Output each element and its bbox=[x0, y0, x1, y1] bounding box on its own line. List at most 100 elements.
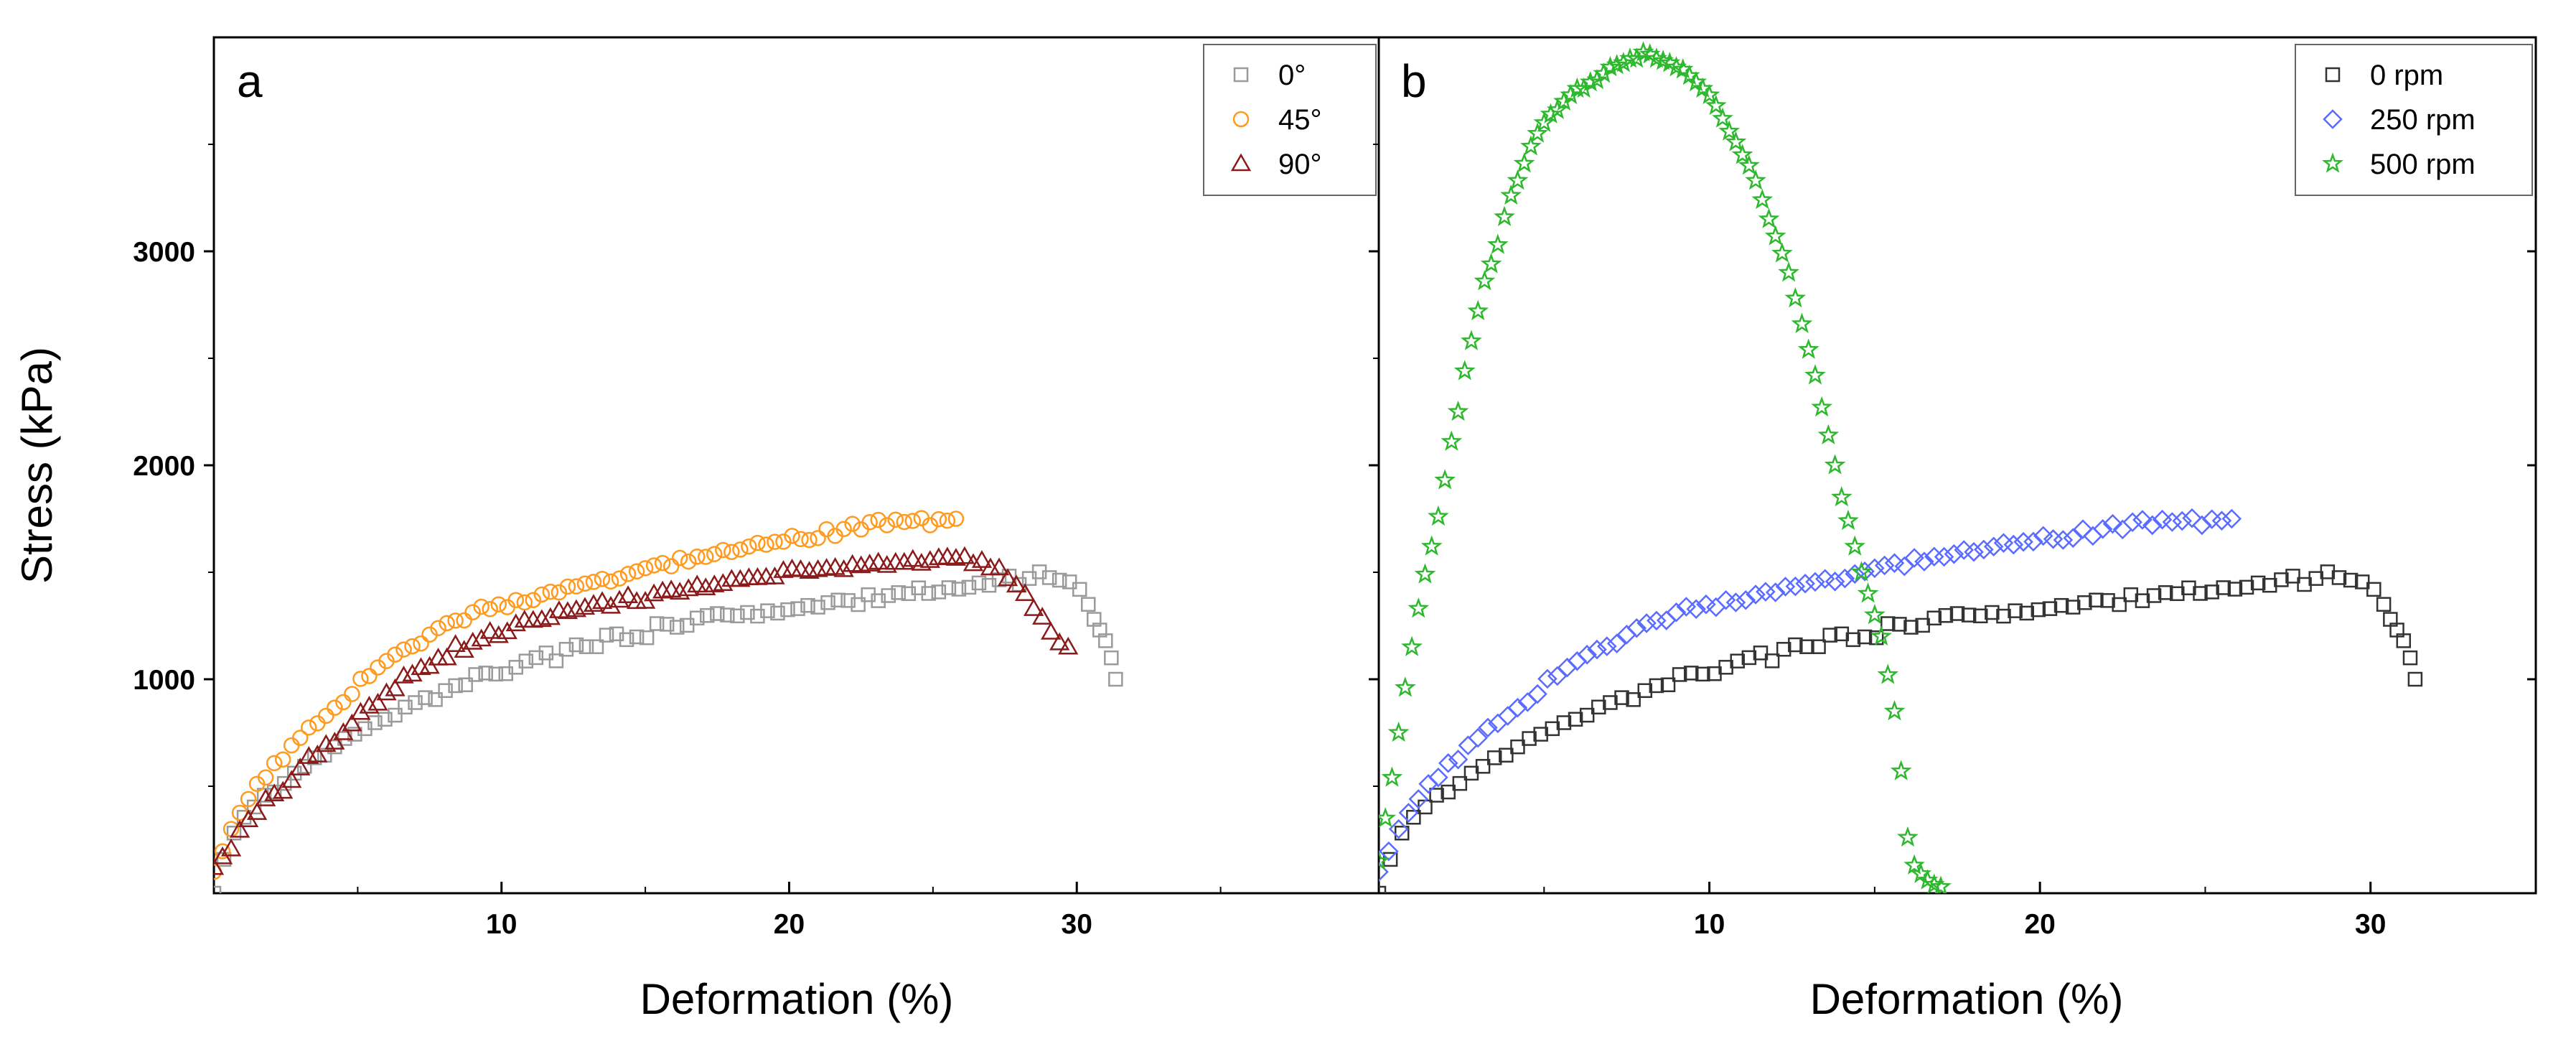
panel-b-data-point bbox=[1758, 208, 1780, 228]
panel-b-data-point bbox=[1811, 639, 1826, 654]
panel-b-data-point bbox=[1785, 576, 1806, 597]
panel-a-data-point bbox=[599, 628, 614, 643]
panel-b-data-point bbox=[1924, 546, 1944, 567]
panel-b-data-point bbox=[1985, 605, 2000, 620]
panel-a-data-point bbox=[236, 809, 252, 825]
panel-b-data-point bbox=[2065, 600, 2081, 615]
panel-a-data-point bbox=[1041, 621, 1062, 640]
panel-a-legend-marker bbox=[1230, 153, 1252, 172]
panel-b-data-point bbox=[1686, 599, 1706, 620]
panel-a-data-point bbox=[361, 668, 378, 684]
panel-a-data-point bbox=[870, 511, 886, 528]
panel-a-data-point bbox=[637, 560, 654, 577]
panel-b-legend: 0 rpm 250 rpm 500 rpm bbox=[2295, 44, 2533, 196]
panel-a-data-point bbox=[767, 533, 783, 550]
panel-b-data-point bbox=[1764, 225, 1786, 246]
panel-b-data-point bbox=[1448, 749, 1469, 770]
panel-a-data-point bbox=[871, 593, 886, 608]
panel-a-data-point bbox=[579, 639, 594, 654]
panel-b-data-point bbox=[1805, 572, 1825, 592]
panel-a-data-point bbox=[654, 554, 671, 572]
panel-b-data-point bbox=[1428, 768, 1448, 788]
panel-b-data-point bbox=[2146, 588, 2162, 603]
panel-a-data-point bbox=[557, 601, 579, 620]
panel-a-data-point bbox=[835, 521, 852, 538]
panel-b-data-point bbox=[1379, 849, 1390, 870]
panel-b-data-point bbox=[1672, 667, 1687, 682]
panel-a-data-point bbox=[921, 586, 937, 601]
panel-b-data-point bbox=[1649, 678, 1664, 694]
panel-a-data-point bbox=[591, 591, 613, 610]
panel-b-data-point bbox=[1791, 312, 1813, 333]
panel-a-data-point bbox=[919, 550, 940, 568]
panel-a-data-point bbox=[542, 583, 559, 600]
panel-b-data-point bbox=[1961, 607, 1977, 623]
panel-b-data-point bbox=[1863, 603, 1886, 625]
panel-a: a 10 20 30 1000 2000 3000 Deformation (%) 0° 4… bbox=[133, 36, 1380, 1023]
panel-a-data-point bbox=[861, 514, 878, 531]
panel-b-data-point bbox=[1510, 739, 1525, 755]
panel-b-data-point bbox=[1877, 663, 1899, 684]
panel-b-data-point bbox=[1804, 364, 1826, 385]
panel-b-data-point bbox=[1591, 699, 1606, 714]
panel-b-axes: 10 20 30 bbox=[1369, 144, 2537, 940]
panel-a-data-point bbox=[290, 758, 311, 775]
panel-a-data-point bbox=[810, 600, 825, 615]
panel-b-data-point bbox=[1379, 807, 1397, 828]
panel-b-data-point bbox=[1568, 712, 1583, 727]
panel-a-data-point bbox=[954, 546, 975, 564]
panel-b-data-point bbox=[1540, 103, 1562, 123]
panel-a-data-point bbox=[1014, 583, 1036, 602]
panel-a-data-point bbox=[1052, 572, 1067, 588]
panel-b-data-point bbox=[1765, 582, 1786, 602]
panel-b-data-point bbox=[1468, 727, 1488, 748]
panel-b-data-point bbox=[1438, 753, 1458, 773]
panel-a-legend-label: 90° bbox=[1278, 149, 1322, 180]
panel-b-data-point bbox=[1577, 644, 1597, 665]
panel-b-data-point bbox=[2063, 528, 2083, 549]
panel-b-data-point bbox=[1434, 469, 1456, 490]
panel-b-data-point bbox=[1452, 775, 1468, 791]
panel-b-data-point bbox=[2274, 572, 2289, 587]
panel-b-data-point bbox=[1974, 539, 1994, 560]
panel-a-data-point bbox=[226, 826, 242, 841]
panel-a-data-point bbox=[327, 699, 343, 716]
panel-a-data-point bbox=[710, 606, 725, 621]
panel-b-legend-label: 500 rpm bbox=[2370, 149, 2476, 180]
panel-b-data-point bbox=[1475, 759, 1491, 774]
panel-b-data-point bbox=[1441, 784, 1456, 800]
panel-b-legend-label: 250 rpm bbox=[2370, 104, 2476, 136]
panel-b-data-point bbox=[1797, 338, 1819, 359]
panel-a-data-point bbox=[775, 533, 792, 550]
panel-a-data-point bbox=[574, 597, 596, 615]
panel-b-data-point bbox=[1461, 330, 1482, 350]
panel-b-data-point bbox=[2053, 530, 2074, 550]
panel-a-data-point bbox=[780, 602, 795, 617]
panel-a-data-point bbox=[988, 557, 1010, 576]
panel-b-data-point bbox=[1718, 120, 1741, 141]
panel-b-data-point bbox=[1730, 653, 1745, 668]
panel-b-data-point bbox=[1788, 637, 1803, 653]
panel-a-x-tick-label: 10 bbox=[486, 909, 517, 940]
panel-a-data-point bbox=[896, 513, 913, 531]
panel-b-data-point bbox=[2239, 579, 2254, 595]
panel-a-data-point bbox=[661, 579, 682, 597]
panel-a-data-point bbox=[790, 601, 805, 616]
panel-a-data-point bbox=[393, 666, 414, 684]
panel-b-data-point bbox=[1731, 144, 1753, 164]
panel-b-data-point bbox=[1546, 98, 1568, 119]
panel-b-letter: b bbox=[1401, 55, 1427, 107]
panel-a-data-point bbox=[350, 702, 371, 720]
panel-a-data-point bbox=[274, 751, 291, 768]
panel-b-data-point bbox=[1387, 721, 1410, 742]
panel-b-data-point bbox=[1817, 424, 1840, 444]
panel-a-legend-marker bbox=[1232, 111, 1250, 128]
panel-b-data-point bbox=[1857, 629, 1873, 645]
panel-b-data-point bbox=[1938, 607, 1954, 623]
panel-a-data-point bbox=[528, 650, 544, 666]
panel-a-data-point bbox=[594, 570, 611, 587]
panel-b-x-tick-label: 30 bbox=[2355, 909, 2386, 940]
panel-a-data-point bbox=[291, 730, 309, 746]
panel-a-data-point bbox=[792, 531, 809, 548]
panel-b-data-point bbox=[1698, 83, 1720, 105]
